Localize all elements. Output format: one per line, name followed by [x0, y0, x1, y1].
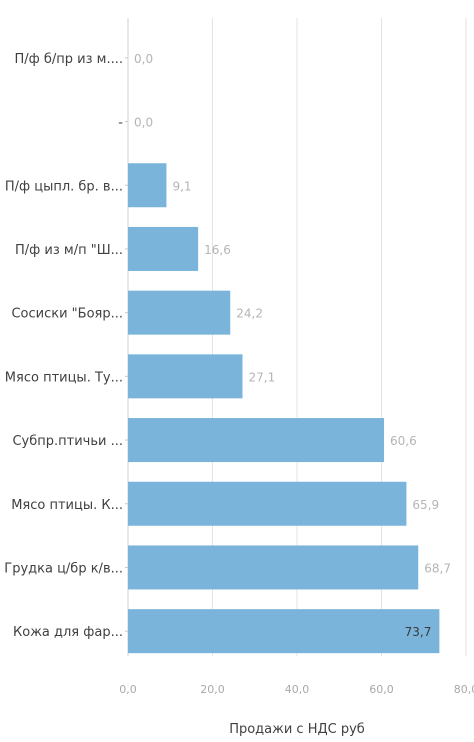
- bar: [128, 545, 419, 590]
- value-label: 24,2: [236, 307, 263, 321]
- bar: [128, 418, 385, 463]
- value-label: 27,1: [248, 370, 275, 384]
- category-label: Кожа для фар...: [13, 625, 123, 640]
- x-tick-label: 40,0: [285, 683, 310, 696]
- x-tick-label: 80,0: [454, 683, 474, 696]
- x-axis-title: Продажи с НДС руб: [229, 722, 365, 737]
- bar: [128, 481, 407, 526]
- category-label: Мясо птицы. К...: [11, 498, 123, 513]
- category-label: Субпр.птичьи ...: [12, 434, 123, 449]
- x-tick-label: 60,0: [369, 683, 394, 696]
- value-label: 73,7: [405, 625, 432, 639]
- category-label: Сосиски "Бояр...: [11, 307, 123, 322]
- value-label: 68,7: [424, 561, 451, 575]
- value-label: 9,1: [172, 179, 191, 193]
- category-label: -: [118, 116, 123, 131]
- value-label: 0,0: [134, 52, 153, 66]
- bar: [128, 163, 167, 208]
- x-tick-label: 20,0: [200, 683, 225, 696]
- category-label: П/ф из м/п "Ш...: [15, 243, 123, 258]
- x-tick-label: 0,0: [119, 683, 137, 696]
- value-label: 60,6: [390, 434, 417, 448]
- category-label: Грудка ц/бр к/в...: [4, 561, 123, 576]
- bar: [128, 354, 243, 399]
- value-label: 0,0: [134, 116, 153, 130]
- category-label: П/ф б/пр из м....: [14, 52, 123, 67]
- value-label: 16,6: [204, 243, 231, 257]
- bar: [128, 609, 440, 654]
- bar: [128, 226, 199, 271]
- value-label: 65,9: [412, 498, 439, 512]
- category-label: П/ф цыпл. бр. в...: [5, 179, 123, 194]
- bar: [128, 290, 231, 335]
- category-label: Мясо птицы. Ту...: [5, 370, 123, 385]
